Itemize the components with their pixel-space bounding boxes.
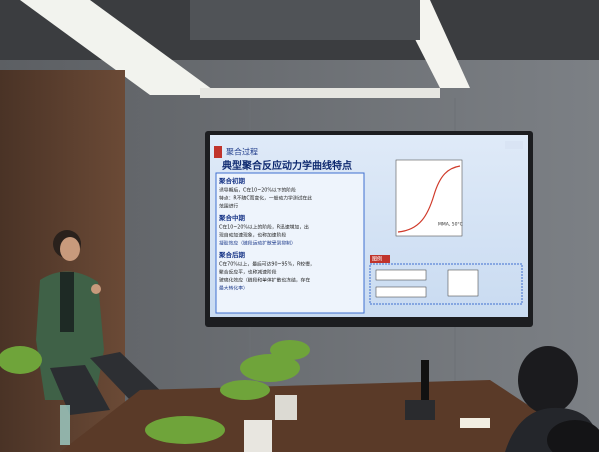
ceiling-light: [200, 88, 440, 98]
chair: [90, 352, 165, 400]
text-box: [215, 172, 365, 314]
section-heading: 聚合中期: [218, 213, 246, 222]
slide-marker: [214, 146, 222, 158]
legend-tag: 图例: [372, 256, 382, 263]
plant-pot: [244, 420, 272, 452]
sections: 聚合初期诱导期后，C在10~20%以下的阶段特点：R不随C而变化，一般动力学测试…: [218, 176, 315, 292]
legend-tag-bg: [370, 255, 390, 263]
ceiling-panel: [190, 0, 420, 40]
diagram-box: [369, 263, 523, 305]
paper: [460, 418, 490, 428]
laptop: [405, 400, 435, 420]
section-line: C在70%以上，最后可达90~95%，R较慢，: [219, 261, 315, 268]
ceiling-light: [20, 0, 220, 95]
plant-pot: [275, 395, 297, 420]
section-line: 凝胶效应（链段运动扩散受到抑制）: [219, 240, 296, 247]
diagram-node: [375, 286, 427, 298]
section-line: 聚合反应平，也称减速阶段: [219, 269, 277, 276]
diagram-node: [447, 269, 479, 297]
section-heading: 聚合后期: [218, 250, 246, 259]
section-line: C在10~20%以上的阶段，R迅速增加，出: [219, 224, 309, 231]
section-line: 诱导期后，C在10~20%以下的阶段: [219, 187, 296, 194]
slide-logo: [505, 141, 523, 149]
presenter-shirt: [60, 272, 74, 332]
section-line: 特点：R不随C而变化，一般动力学测试在此: [219, 195, 312, 202]
plant: [0, 340, 310, 444]
section-line: 玻璃化效应（链段和单体扩散也冻结，存在: [219, 277, 310, 284]
mini-chart: [395, 159, 463, 237]
section-heading: 聚合初期: [218, 176, 246, 185]
chart-note: MMA, 50°C: [438, 222, 463, 228]
audience-head: [547, 420, 599, 452]
water-bottle: [60, 405, 70, 445]
slide-title: 典型聚合反应动力学曲线特点: [222, 159, 352, 172]
section-line: 范围进行: [219, 203, 238, 210]
audience-head: [518, 346, 578, 414]
mini-curve: [397, 165, 461, 233]
section-line: 现自动加速现象，也称加速阶段: [219, 232, 286, 239]
presenter-face: [60, 237, 80, 261]
diagram-node: [375, 269, 427, 281]
slide-header: 聚合过程: [226, 147, 258, 157]
speaker: [421, 360, 429, 400]
chair: [50, 365, 110, 415]
presenter-hand: [91, 284, 101, 294]
section-line: 最大转化率）: [219, 285, 248, 292]
